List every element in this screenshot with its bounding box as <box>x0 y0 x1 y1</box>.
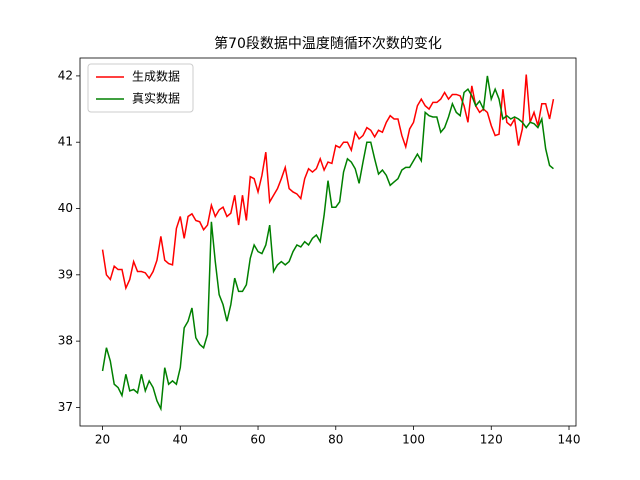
x-tick-label: 40 <box>173 433 188 447</box>
y-tick-label: 40 <box>58 201 73 215</box>
chart-title: 第70段数据中温度随循环次数的变化 <box>214 35 442 52</box>
legend-label: 真实数据 <box>132 91 180 106</box>
x-tick-label: 100 <box>402 433 425 447</box>
x-tick-label: 80 <box>328 433 343 447</box>
x-tick-label: 60 <box>250 433 265 447</box>
y-tick-label: 39 <box>58 267 73 281</box>
y-tick-label: 38 <box>58 334 73 348</box>
x-tick-label: 20 <box>95 433 110 447</box>
series-line <box>101 75 554 412</box>
y-tick-label: 41 <box>58 135 73 149</box>
series-line <box>101 74 555 291</box>
legend-box <box>87 63 194 113</box>
legend-label: 生成数据 <box>132 69 180 84</box>
plot-frame <box>79 57 577 427</box>
y-tick-label: 42 <box>58 68 73 82</box>
y-tick-label: 37 <box>58 400 73 414</box>
x-tick-label: 140 <box>558 433 581 447</box>
x-tick-label: 120 <box>480 433 503 447</box>
